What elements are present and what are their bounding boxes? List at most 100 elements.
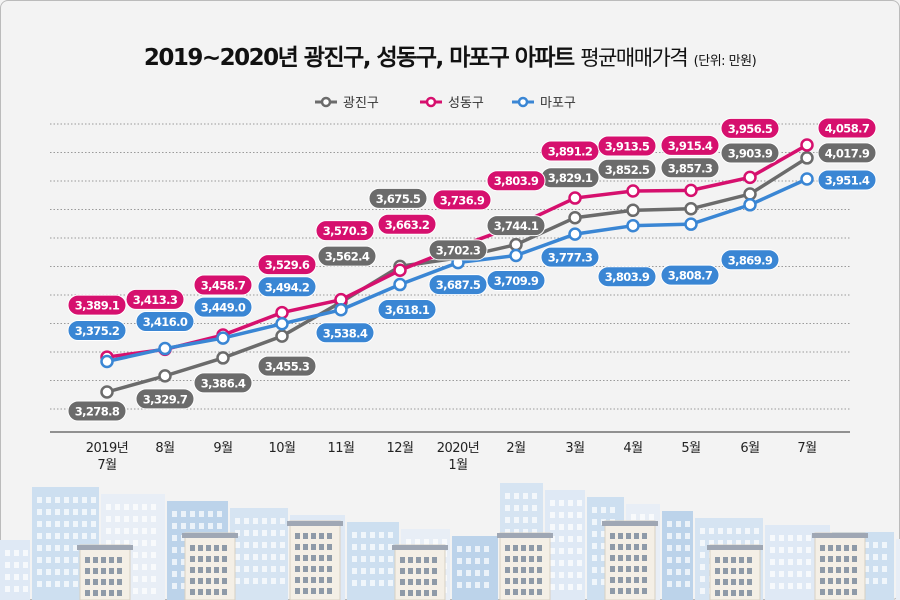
building-window bbox=[91, 521, 96, 527]
building-window bbox=[73, 521, 78, 527]
building-window bbox=[676, 521, 681, 527]
building-window bbox=[208, 511, 213, 517]
building-window bbox=[262, 530, 267, 536]
building bbox=[499, 532, 551, 600]
building-window bbox=[700, 564, 705, 570]
building-window bbox=[190, 511, 195, 517]
data-label-pill bbox=[720, 142, 780, 164]
data-label: 3,869.9 bbox=[728, 253, 773, 267]
data-label-pill bbox=[660, 134, 720, 156]
building-window bbox=[253, 566, 258, 572]
building-window bbox=[433, 539, 438, 545]
building-window bbox=[280, 578, 285, 584]
building-window bbox=[505, 589, 510, 595]
building-window bbox=[505, 578, 510, 584]
data-label-pill bbox=[540, 246, 600, 268]
building-window bbox=[505, 529, 510, 535]
building-window bbox=[685, 533, 690, 539]
building-window bbox=[700, 552, 705, 558]
data-label: 3,951.4 bbox=[825, 173, 870, 187]
building-window bbox=[739, 590, 744, 596]
city-skyline bbox=[0, 483, 900, 600]
building-window bbox=[106, 528, 111, 534]
building-window bbox=[806, 571, 811, 577]
building-window bbox=[505, 545, 510, 551]
building-window bbox=[133, 576, 138, 582]
building-window bbox=[424, 557, 429, 563]
building-window bbox=[882, 542, 887, 548]
data-label: 3,416.0 bbox=[143, 315, 188, 329]
building-window bbox=[601, 555, 606, 561]
building-window bbox=[85, 579, 90, 585]
building-window bbox=[844, 545, 849, 551]
data-label: 3,903.9 bbox=[728, 147, 773, 161]
building-window bbox=[400, 579, 405, 585]
building-window bbox=[601, 531, 606, 537]
building-window bbox=[361, 568, 366, 574]
building-window bbox=[727, 540, 732, 546]
building-window bbox=[214, 589, 219, 595]
building-window bbox=[523, 529, 528, 535]
building-window bbox=[37, 569, 42, 575]
building-window bbox=[559, 512, 564, 518]
building-window bbox=[142, 516, 147, 522]
x-tick-label: 9월 bbox=[213, 441, 232, 456]
building-window bbox=[634, 588, 639, 594]
building-window bbox=[770, 583, 775, 589]
building-window bbox=[415, 539, 420, 545]
building-window bbox=[73, 509, 78, 515]
building-window bbox=[873, 578, 878, 584]
data-label: 3,570.3 bbox=[323, 224, 368, 238]
building-window bbox=[618, 533, 623, 539]
building-window bbox=[361, 556, 366, 562]
building-window bbox=[327, 533, 332, 539]
building-window bbox=[610, 566, 615, 572]
building-window bbox=[106, 540, 111, 546]
building-window bbox=[529, 556, 534, 562]
building-window bbox=[852, 556, 857, 562]
building-window bbox=[222, 578, 227, 584]
building-window bbox=[295, 555, 300, 561]
data-label: 3,736.9 bbox=[440, 193, 485, 207]
building-window bbox=[642, 577, 647, 583]
building-window bbox=[295, 566, 300, 572]
building-window bbox=[133, 564, 138, 570]
building-window bbox=[667, 569, 672, 575]
building-roof bbox=[287, 521, 343, 526]
building-window bbox=[723, 579, 728, 585]
building-window bbox=[303, 577, 308, 583]
building-window bbox=[46, 497, 51, 503]
building-window bbox=[55, 581, 60, 587]
title-main: 2019~2020년 광진구, 성동구, 마포구 아파트 bbox=[143, 45, 575, 71]
x-tick-label: 11월 bbox=[327, 441, 354, 456]
building-window bbox=[723, 568, 728, 574]
building-window bbox=[642, 588, 647, 594]
building-window bbox=[271, 566, 276, 572]
building-window bbox=[262, 554, 267, 560]
building-window bbox=[311, 555, 316, 561]
legend-label: 마포구 bbox=[540, 96, 576, 111]
data-point bbox=[568, 227, 582, 241]
building-window bbox=[64, 557, 69, 563]
building-window bbox=[667, 581, 672, 587]
building-window bbox=[222, 589, 227, 595]
data-label-pill bbox=[317, 245, 377, 267]
building-roof bbox=[497, 533, 553, 538]
building-window bbox=[124, 528, 129, 534]
building-window bbox=[521, 589, 526, 595]
data-label-pill bbox=[193, 296, 253, 318]
building-window bbox=[484, 582, 489, 588]
data-point bbox=[568, 191, 582, 205]
building-window bbox=[85, 568, 90, 574]
building-window bbox=[577, 572, 582, 578]
building-window bbox=[64, 545, 69, 551]
building-window bbox=[754, 540, 759, 546]
data-label-pill bbox=[660, 157, 720, 179]
building-window bbox=[709, 540, 714, 546]
data-label-pill bbox=[660, 264, 720, 286]
building-window bbox=[432, 590, 437, 596]
building-window bbox=[93, 590, 98, 596]
building-window bbox=[532, 529, 537, 535]
data-point bbox=[393, 277, 407, 292]
data-label: 3,808.7 bbox=[668, 269, 713, 283]
